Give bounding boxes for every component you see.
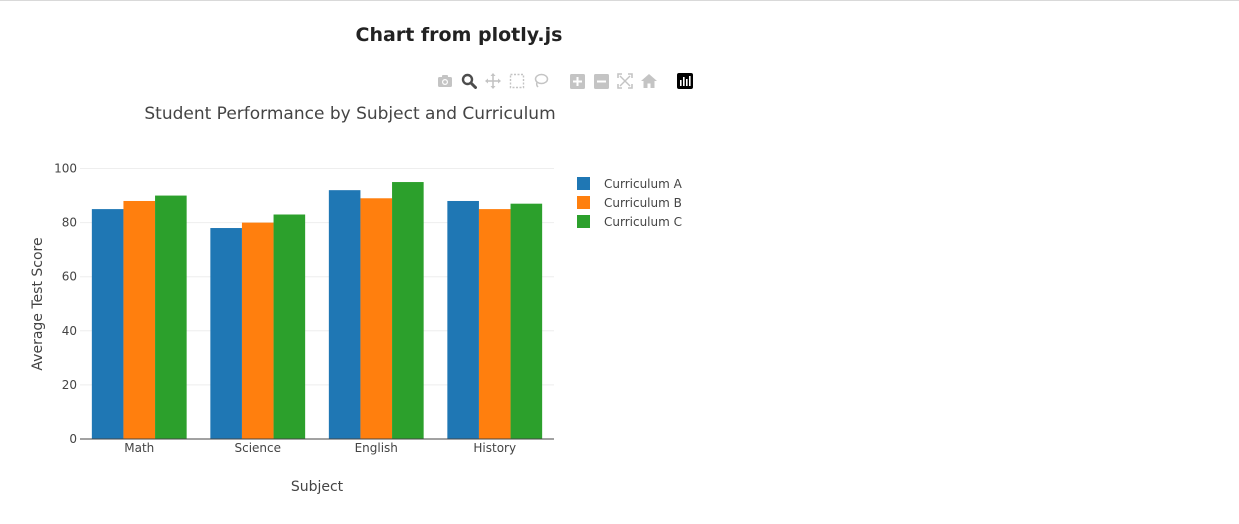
reset-axes-icon[interactable] [640, 72, 658, 90]
legend-item-label[interactable]: Curriculum B [604, 196, 682, 210]
bar-curriculum-c-math[interactable] [155, 195, 187, 439]
bar-curriculum-c-science[interactable] [273, 214, 306, 439]
plotly-logo-icon[interactable] [676, 72, 694, 90]
page-heading: Chart from plotly.js [355, 24, 563, 46]
legend-swatch[interactable] [577, 196, 590, 209]
chart-title: Student Performance by Subject and Curri… [144, 104, 555, 124]
bar-curriculum-a-science[interactable] [210, 228, 242, 439]
bar-curriculum-b-history[interactable] [478, 209, 511, 439]
legend: Curriculum A Curriculum B Curriculum C [577, 177, 683, 229]
y-axis-title: Average Test Score [30, 237, 46, 370]
zoom-out-icon[interactable] [592, 72, 610, 90]
axes: 0 20 40 60 80 100 Math Science English History [54, 162, 554, 455]
top-divider [0, 0, 1239, 1]
y-tick-label: 0 [69, 432, 77, 446]
bar-curriculum-b-math[interactable] [123, 200, 156, 439]
legend-item-label[interactable]: Curriculum A [604, 177, 683, 191]
modebar [436, 72, 700, 90]
bar-curriculum-a-english[interactable] [328, 190, 361, 439]
bars [91, 182, 543, 440]
x-axis-title: Subject [291, 479, 344, 495]
bar-curriculum-a-math[interactable] [91, 209, 124, 439]
bar-curriculum-b-science[interactable] [241, 222, 274, 439]
legend-swatch[interactable] [577, 215, 590, 228]
box-select-icon[interactable] [508, 72, 526, 90]
lasso-select-icon[interactable] [532, 72, 550, 90]
x-tick-label: Science [234, 441, 281, 455]
zoom-in-icon[interactable] [568, 72, 586, 90]
autoscale-icon[interactable] [616, 72, 634, 90]
y-tick-label: 20 [62, 378, 77, 392]
legend-swatch[interactable] [577, 177, 590, 190]
camera-icon[interactable] [436, 72, 454, 90]
bar-curriculum-c-english[interactable] [392, 182, 424, 440]
legend-item-label[interactable]: Curriculum C [604, 215, 682, 229]
y-tick-label: 40 [62, 324, 77, 338]
x-tick-label: English [355, 441, 398, 455]
pan-icon[interactable] [484, 72, 502, 90]
y-tick-label: 60 [62, 270, 77, 284]
y-tick-label: 80 [62, 216, 77, 230]
zoom-icon[interactable] [460, 72, 478, 90]
bar-curriculum-a-history[interactable] [447, 200, 479, 439]
x-tick-label: History [473, 441, 516, 455]
bar-curriculum-c-history[interactable] [510, 203, 543, 439]
x-tick-label: Math [124, 441, 154, 455]
y-tick-label: 100 [54, 162, 77, 176]
bar-curriculum-b-english[interactable] [360, 198, 393, 439]
